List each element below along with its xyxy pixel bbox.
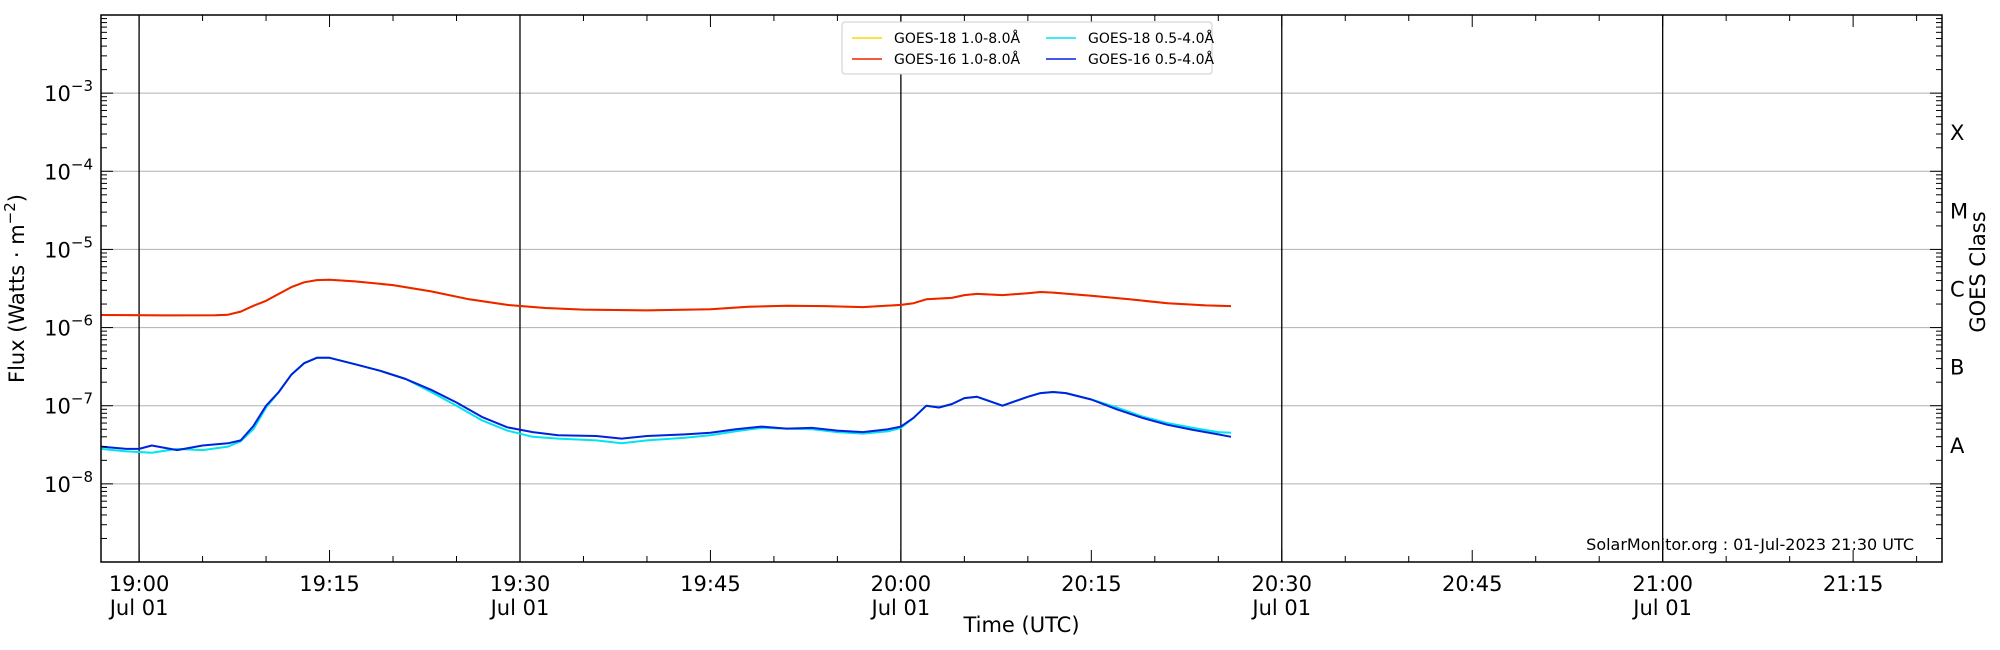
- goes-class-label: M: [1950, 199, 1968, 223]
- plot-frame: [100, 14, 1943, 563]
- y-tick-exponent: −8: [71, 468, 93, 486]
- y-tick-label: 10−3: [44, 77, 93, 106]
- legend-label: GOES-16 0.5-4.0Å: [1088, 51, 1214, 68]
- x-tick-label: 19:00: [109, 572, 170, 596]
- goes-class-label: A: [1950, 434, 1965, 458]
- legend-label: GOES-18 0.5-4.0Å: [1088, 30, 1214, 47]
- x-tick-label: 20:45: [1442, 572, 1503, 596]
- watermark: SolarMonitor.org : 01-Jul-2023 21:30 UTC: [1586, 535, 1914, 554]
- x-axis-title: Time (UTC): [962, 613, 1079, 637]
- axis-ticks: [101, 15, 1942, 563]
- goes-class-label: C: [1950, 278, 1965, 302]
- y-axis-title-part: −2: [1, 202, 19, 224]
- x-tick-label: 20:15: [1061, 572, 1122, 596]
- x-tick-label: 20:00: [871, 572, 932, 596]
- goes-class-labels: A B C M X: [1950, 121, 1968, 458]
- x-tick-date-label: Jul 01: [108, 596, 169, 620]
- y-tick-exponent: −4: [71, 155, 93, 173]
- series-line: [100, 278, 1232, 317]
- x-tick-date-label: Jul 01: [489, 596, 550, 620]
- y-tick-exponent: −7: [71, 390, 93, 408]
- x-tick-label: 21:15: [1823, 572, 1884, 596]
- x-tick-label: 20:30: [1252, 572, 1313, 596]
- y-tick-base: 10: [44, 160, 71, 184]
- goes-class-axis-title: GOES Class: [1966, 211, 1990, 332]
- day-marker-lines: [138, 15, 1664, 562]
- y-tick-base: 10: [44, 317, 71, 341]
- y-tick-base: 10: [44, 473, 71, 497]
- legend: GOES-18 1.0-8.0Å GOES-16 1.0-8.0Å GOES-18 …: [841, 21, 1214, 75]
- y-tick-label: 10−4: [44, 155, 93, 184]
- series-lines: [100, 278, 1232, 454]
- y-tick-exponent: −5: [71, 233, 93, 251]
- y-tick-label: 10−6: [44, 312, 93, 341]
- goes-class-label: X: [1950, 121, 1964, 145]
- y-tick-exponent: −6: [71, 312, 93, 330]
- x-tick-label: 19:45: [680, 572, 741, 596]
- y-tick-label: 10−8: [44, 468, 93, 497]
- y-tick-label: 10−5: [44, 233, 93, 262]
- legend-label: GOES-18 1.0-8.0Å: [894, 30, 1020, 47]
- series-line: [100, 356, 1232, 452]
- y-tick-labels: 10−810−710−610−510−410−3: [44, 77, 93, 497]
- x-tick-label: 21:00: [1632, 572, 1693, 596]
- y-tick-label: 10−7: [44, 390, 93, 419]
- grid-lines: [101, 92, 1942, 485]
- y-axis-title: Flux (Watts · m−2): [1, 194, 29, 383]
- y-tick-base: 10: [44, 395, 71, 419]
- x-tick-date-label: Jul 01: [1250, 596, 1311, 620]
- legend-box: [841, 21, 1213, 75]
- goes-class-label: B: [1950, 356, 1964, 380]
- y-axis-title-part: Flux (Watts · m: [5, 224, 29, 383]
- legend-label: GOES-16 1.0-8.0Å: [894, 51, 1020, 68]
- x-tick-label: 19:30: [490, 572, 551, 596]
- x-tick-label: 19:15: [299, 572, 360, 596]
- y-tick-base: 10: [44, 82, 71, 106]
- y-tick-base: 10: [44, 238, 71, 262]
- x-tick-date-label: Jul 01: [1631, 596, 1692, 620]
- y-tick-exponent: −3: [71, 77, 93, 95]
- x-tick-date-label: Jul 01: [870, 596, 931, 620]
- y-axis-title-part: ): [5, 194, 29, 202]
